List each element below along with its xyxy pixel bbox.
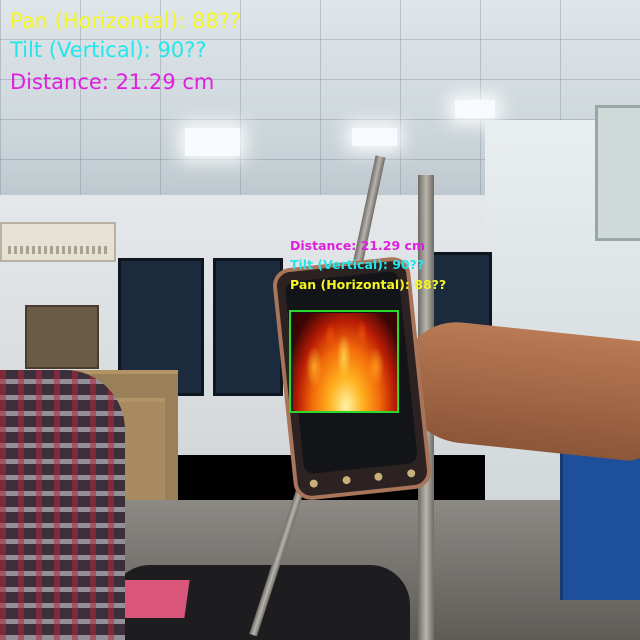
window xyxy=(595,105,640,241)
detection-tilt-label: Tilt (Vertical): 90?? xyxy=(290,257,425,272)
board xyxy=(213,258,283,396)
pan-readout: Pan (Horizontal): 88?? xyxy=(10,9,241,33)
search-icon xyxy=(341,475,351,485)
person-shirt xyxy=(0,370,125,640)
ceiling-light xyxy=(185,128,240,156)
distance-readout: Distance: 21.29 cm xyxy=(10,70,215,94)
phone-nav-icon xyxy=(406,468,416,478)
detection-distance-label: Distance: 21.29 cm xyxy=(290,238,425,253)
fire-detection-box xyxy=(289,310,399,413)
cabinet xyxy=(25,305,99,369)
detection-pan-label: Pan (Horizontal): 88?? xyxy=(290,277,447,292)
ceiling-fan-light xyxy=(352,128,397,146)
phone-nav-icon xyxy=(309,479,319,488)
tilt-readout: Tilt (Vertical): 90?? xyxy=(10,38,207,62)
phone-nav-icon xyxy=(374,472,384,482)
ceiling-light xyxy=(455,100,495,118)
fire-image xyxy=(293,313,399,411)
air-conditioner xyxy=(0,222,116,262)
